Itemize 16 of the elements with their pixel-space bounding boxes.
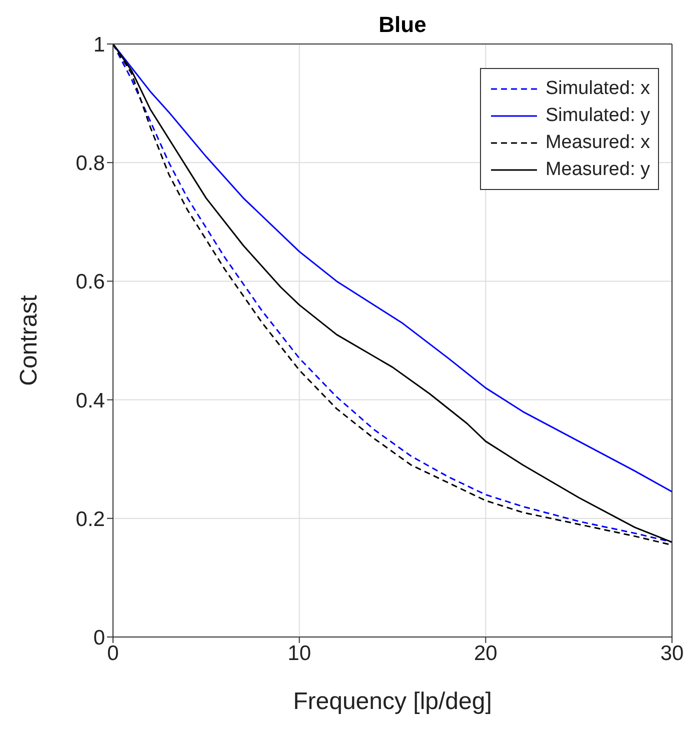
x-tick-label: 30 [660,642,684,665]
legend-label: Measured: x [545,131,650,155]
y-tick-label: 0.8 [76,152,105,176]
legend-label: Simulated: x [545,77,650,101]
x-tick-label: 20 [474,642,498,665]
y-tick-label: 0 [93,626,105,650]
x-axis-title: Frequency [lp/deg] [293,688,492,715]
y-axis-title: Contrast [16,294,43,386]
legend-label: Measured: y [545,158,650,182]
y-tick-label: 0.2 [76,508,105,531]
y-tick-label: 0.4 [76,389,106,412]
y-tick-label: 1 [93,33,105,56]
legend-label: Simulated: y [545,104,650,128]
y-tick-label: 0.6 [76,270,105,294]
chart-title: Blue [378,12,426,37]
x-tick-label: 10 [288,642,312,665]
